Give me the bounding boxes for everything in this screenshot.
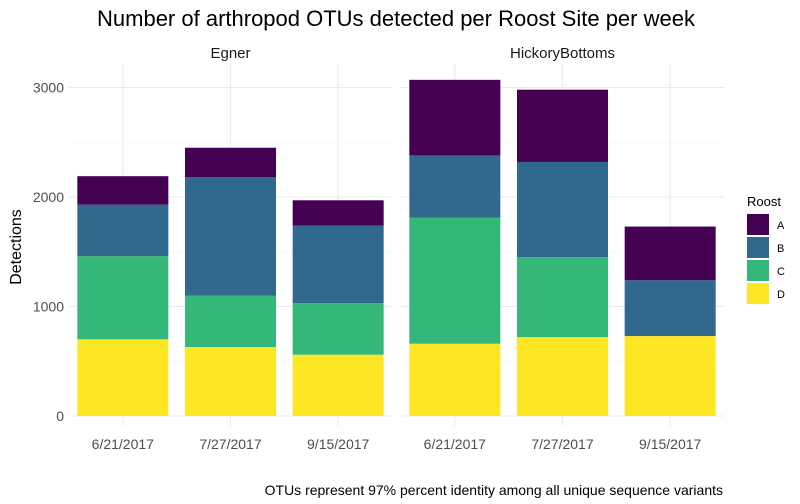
bar-segment-a	[624, 226, 716, 281]
legend-key-b	[747, 237, 769, 258]
y-tick-label: 1000	[33, 299, 64, 315]
legend-key-d	[747, 283, 769, 304]
bar-segment-c	[77, 256, 169, 340]
bar-segment-c	[292, 303, 384, 355]
bar-segment-c	[409, 217, 501, 344]
legend-title: Roost	[747, 194, 781, 209]
bar-segment-b	[517, 161, 608, 258]
x-tick-label: 6/21/2017	[424, 436, 486, 452]
bar-segment-c	[185, 295, 276, 348]
bar-segment-a	[409, 79, 501, 156]
legend-label: D	[777, 289, 785, 301]
x-tick-label: 7/27/2017	[199, 436, 261, 452]
facet-strip-label: HickoryBottoms	[510, 45, 615, 62]
bar-segment-d	[77, 339, 169, 416]
x-tick-label: 9/15/2017	[639, 436, 701, 452]
facet-strip-label: Egner	[210, 45, 250, 62]
chart-caption: OTUs represent 97% percent identity amon…	[265, 482, 723, 498]
legend-key-a	[747, 214, 769, 235]
bar-segment-b	[409, 155, 501, 218]
plot-panels: 6/21/2017 7/27/2017 9/15/2017Egner6/21/201…	[33, 45, 724, 452]
bar-segment-b	[185, 177, 276, 296]
y-tick-label: 0	[56, 408, 64, 424]
bar-segment-b	[292, 225, 384, 304]
y-axis-title: Detections	[8, 209, 25, 285]
legend-label: C	[777, 266, 785, 278]
bar-segment-d	[517, 337, 608, 416]
y-tick-label: 3000	[33, 80, 64, 96]
bar-segment-a	[77, 176, 169, 205]
bar-segment-c	[517, 257, 608, 338]
legend-label: A	[777, 220, 785, 232]
chart-title: Number of arthropod OTUs detected per Ro…	[97, 6, 696, 31]
bar-segment-a	[292, 200, 384, 226]
bar-segment-b	[77, 204, 169, 257]
x-tick-label: 9/15/2017	[307, 436, 369, 452]
bar-segment-d	[185, 347, 276, 416]
legend-label: B	[777, 243, 784, 255]
bar-segment-d	[409, 343, 501, 416]
legend-key-c	[747, 260, 769, 281]
bar-segment-a	[517, 89, 608, 162]
bar-segment-a	[185, 147, 276, 178]
x-tick-label: 7/27/2017	[531, 436, 593, 452]
bar-segment-b	[624, 280, 716, 337]
x-tick-label: 6/21/2017	[92, 436, 154, 452]
y-tick-label: 2000	[33, 189, 64, 205]
bar-segment-d	[292, 354, 384, 416]
bar-segment-d	[624, 336, 716, 416]
facet-panel: 6/21/2017 7/27/2017 9/15/2017 Egner	[69, 45, 392, 452]
facet-panel: 6/21/2017 7/27/2017 9/15/2017 HickoryBottom…	[401, 45, 724, 452]
